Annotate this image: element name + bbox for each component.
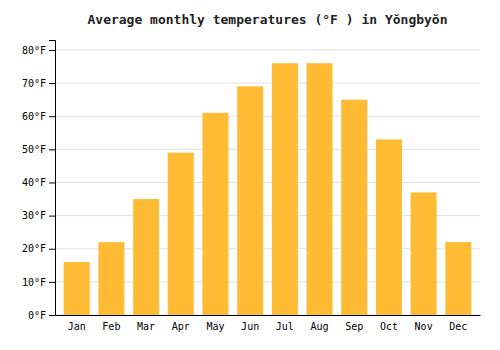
- x-tick-label: Jan: [68, 321, 86, 332]
- x-tick: Dec: [449, 321, 467, 332]
- y-tick-mark: [49, 216, 55, 217]
- x-tick-label: Dec: [449, 321, 467, 332]
- x-tick-label: May: [206, 321, 224, 332]
- x-tick: Jan: [68, 321, 86, 332]
- bar: [202, 113, 228, 315]
- x-tick: Feb: [102, 321, 120, 332]
- x-axis-line: [56, 315, 481, 316]
- bar: [272, 63, 298, 315]
- x-tick: Apr: [172, 321, 190, 332]
- x-tick: Sep: [345, 321, 363, 332]
- x-tick: Aug: [311, 321, 329, 332]
- bar: [133, 199, 159, 315]
- y-tick-mark: [49, 50, 55, 51]
- x-tick: Nov: [415, 321, 433, 332]
- grid-line: [55, 116, 480, 117]
- x-tick: Oct: [380, 321, 398, 332]
- y-tick: 80°F: [22, 45, 55, 56]
- y-tick: 20°F: [22, 243, 55, 254]
- y-tick: 70°F: [22, 78, 55, 89]
- x-tick-label: Nov: [415, 321, 433, 332]
- y-tick-mark: [49, 249, 55, 250]
- bar: [411, 192, 437, 315]
- y-tick-label: 70°F: [22, 78, 46, 89]
- title: Average monthly temperatures (°F ) in Yŏ…: [87, 12, 447, 27]
- bar: [237, 86, 263, 315]
- bar: [445, 242, 471, 315]
- grid-line: [55, 149, 480, 150]
- y-tick: 0°F: [28, 310, 55, 321]
- y-tick-label: 30°F: [22, 210, 46, 221]
- x-tick: May: [206, 321, 224, 332]
- grid-line: [55, 83, 480, 84]
- y-tick-mark: [49, 83, 55, 84]
- bar: [98, 242, 124, 315]
- y-tick-mark: [49, 315, 55, 316]
- x-tick-label: Oct: [380, 321, 398, 332]
- x-tick: Jul: [276, 321, 294, 332]
- x-tick-label: Aug: [311, 321, 329, 332]
- bar: [64, 262, 90, 315]
- bar: [168, 153, 194, 315]
- y-tick: 10°F: [22, 277, 55, 288]
- y-tick: 30°F: [22, 210, 55, 221]
- x-tick-label: Apr: [172, 321, 190, 332]
- y-tick-mark: [49, 116, 55, 117]
- y-tick: 40°F: [22, 177, 55, 188]
- chart: 0°F 10°F 20°F 30°F 40°F 50°F 60°F 70°F 80°F Jan Fe…: [0, 0, 500, 350]
- y-tick-label: 10°F: [22, 277, 46, 288]
- y-tick-label: 40°F: [22, 177, 46, 188]
- x-tick-label: Feb: [102, 321, 120, 332]
- y-tick-mark: [49, 182, 55, 183]
- bar: [376, 139, 402, 315]
- y-tick-label: 50°F: [22, 144, 46, 155]
- bars: [64, 63, 472, 315]
- grid-line: [55, 182, 480, 183]
- y-tick: 60°F: [22, 111, 55, 122]
- y-tick-mark: [49, 282, 55, 283]
- y-tick-label: 80°F: [22, 45, 46, 56]
- y-tick-label: 20°F: [22, 243, 46, 254]
- x-axis: Jan Feb Mar Apr May Jun Jul Aug Sep Oct Nov Dec: [56, 316, 481, 333]
- y-tick-label: 60°F: [22, 111, 46, 122]
- page: {"chart_data": {"type": "bar", "title": …: [0, 0, 500, 350]
- x-tick-label: Jul: [276, 321, 294, 332]
- x-tick: Jun: [241, 321, 259, 332]
- x-tick-label: Jun: [241, 321, 259, 332]
- y-tick-mark: [49, 149, 55, 150]
- y-tick-label: 0°F: [28, 310, 46, 321]
- y-axis: 0°F 10°F 20°F 30°F 40°F 50°F 60°F 70°F 80°F: [22, 41, 56, 321]
- plot: 0°F 10°F 20°F 30°F 40°F 50°F 60°F 70°F 80°F Jan Fe…: [22, 41, 481, 333]
- x-tick: Mar: [137, 321, 155, 332]
- y-axis-line: [49, 41, 56, 316]
- grid: [55, 50, 480, 315]
- x-tick-label: Sep: [345, 321, 363, 332]
- bar: [341, 100, 367, 315]
- bar: [307, 63, 333, 315]
- y-tick: 50°F: [22, 144, 55, 155]
- grid-line: [55, 49, 480, 50]
- x-tick-label: Mar: [137, 321, 155, 332]
